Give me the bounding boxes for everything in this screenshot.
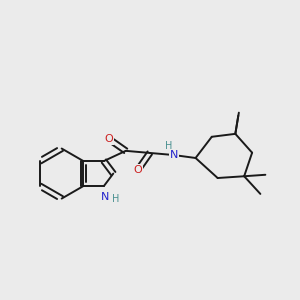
Text: O: O — [134, 165, 142, 175]
Text: H: H — [165, 141, 172, 151]
Text: H: H — [112, 194, 119, 204]
Text: N: N — [101, 192, 110, 202]
Text: N: N — [170, 150, 178, 160]
Text: O: O — [104, 134, 113, 144]
